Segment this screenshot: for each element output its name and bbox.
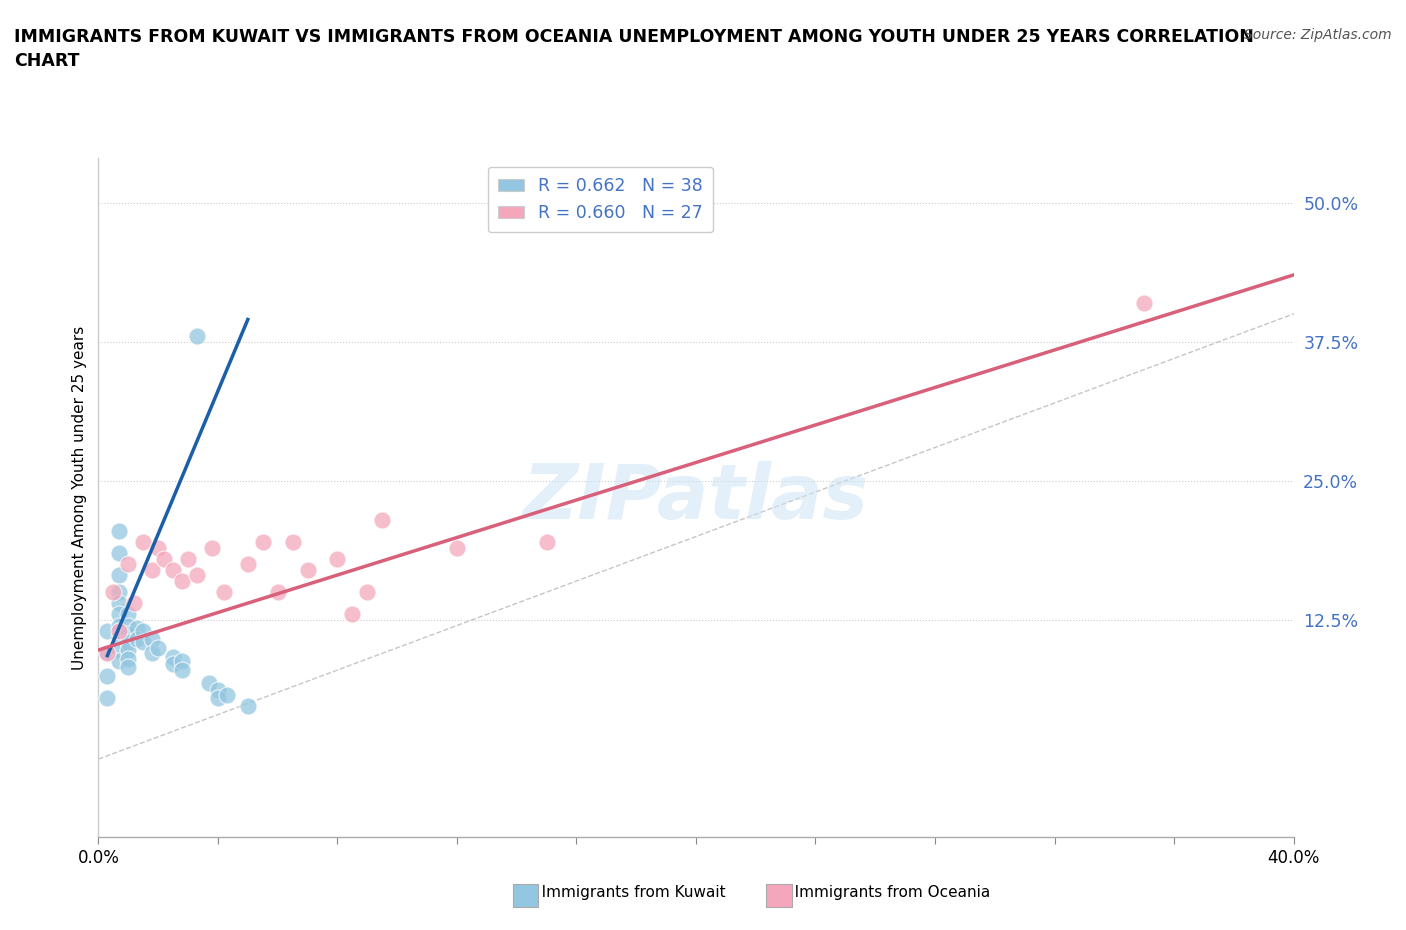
- Point: [117, 652, 139, 667]
- Point: [215, 687, 238, 702]
- Point: [117, 659, 139, 674]
- Point: [108, 630, 131, 644]
- Point: [96, 646, 118, 661]
- Point: [148, 641, 170, 656]
- Point: [172, 574, 194, 589]
- Text: IMMIGRANTS FROM KUWAIT VS IMMIGRANTS FROM OCEANIA UNEMPLOYMENT AMONG YOUTH UNDER: IMMIGRANTS FROM KUWAIT VS IMMIGRANTS FRO…: [14, 28, 1254, 70]
- Point: [117, 618, 139, 633]
- Point: [172, 654, 194, 669]
- Point: [207, 683, 229, 698]
- Y-axis label: Unemployment Among Youth under 25 years: Unemployment Among Youth under 25 years: [72, 326, 87, 670]
- Point: [108, 643, 131, 658]
- Point: [198, 676, 221, 691]
- Point: [371, 512, 394, 527]
- Point: [281, 535, 304, 550]
- Point: [108, 654, 131, 669]
- Legend: R = 0.662   N = 38, R = 0.660   N = 27: R = 0.662 N = 38, R = 0.660 N = 27: [488, 166, 713, 232]
- Point: [172, 662, 194, 677]
- Point: [186, 328, 208, 343]
- Point: [162, 649, 184, 664]
- Point: [96, 690, 118, 705]
- Point: [356, 585, 378, 600]
- Point: [117, 557, 139, 572]
- Point: [252, 535, 274, 550]
- Point: [141, 563, 163, 578]
- Point: [117, 643, 139, 658]
- Text: Source: ZipAtlas.com: Source: ZipAtlas.com: [1244, 28, 1392, 42]
- Point: [108, 618, 131, 633]
- Point: [186, 568, 208, 583]
- Point: [117, 627, 139, 642]
- Point: [108, 607, 131, 622]
- Point: [132, 624, 155, 639]
- Point: [124, 596, 146, 611]
- Point: [108, 596, 131, 611]
- Point: [127, 620, 149, 635]
- Point: [297, 563, 319, 578]
- Point: [108, 585, 131, 600]
- Point: [212, 585, 235, 600]
- Point: [132, 535, 155, 550]
- Text: Immigrants from Oceania: Immigrants from Oceania: [780, 885, 991, 900]
- Point: [96, 624, 118, 639]
- Point: [108, 568, 131, 583]
- Point: [162, 563, 184, 578]
- Point: [536, 535, 558, 550]
- Point: [117, 635, 139, 650]
- Point: [132, 635, 155, 650]
- Point: [108, 546, 131, 561]
- Point: [96, 646, 118, 661]
- Point: [148, 540, 170, 555]
- Point: [96, 668, 118, 683]
- Point: [446, 540, 468, 555]
- Point: [201, 540, 224, 555]
- Point: [236, 698, 259, 713]
- Point: [267, 585, 290, 600]
- Text: Immigrants from Kuwait: Immigrants from Kuwait: [527, 885, 725, 900]
- Point: [1133, 296, 1156, 311]
- Point: [127, 631, 149, 646]
- Point: [153, 551, 176, 566]
- Point: [117, 607, 139, 622]
- Point: [342, 607, 364, 622]
- Point: [108, 524, 131, 538]
- Point: [236, 557, 259, 572]
- Point: [141, 631, 163, 646]
- Point: [162, 658, 184, 672]
- Point: [326, 551, 349, 566]
- Point: [177, 551, 200, 566]
- Text: ZIPatlas: ZIPatlas: [523, 460, 869, 535]
- Point: [141, 646, 163, 661]
- Point: [207, 690, 229, 705]
- Point: [108, 624, 131, 639]
- Point: [103, 585, 125, 600]
